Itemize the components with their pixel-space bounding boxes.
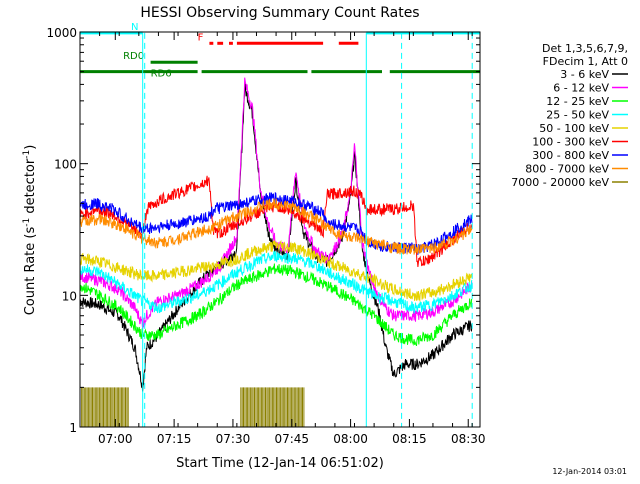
legend-label-100-300-kev: 100 - 300 keV: [532, 136, 609, 149]
y-axis-label-sup2: -1: [22, 150, 32, 159]
y-axis-label-part2: detector: [23, 158, 38, 218]
series-line-800-7000-kev: [79, 198, 473, 255]
state-bar-label-rd6: RD6: [151, 69, 172, 80]
legend-label-7000-20000-kev: 7000 - 20000 keV: [511, 176, 609, 189]
y-tick-label: 1000: [46, 26, 77, 40]
state-bar-n: N: [80, 22, 480, 35]
y-axis-label: Count Rate (s-1 detector-1): [22, 145, 38, 316]
y-axis-label-part1: Count Rate (s: [23, 227, 38, 316]
x-axis: 07:00 07:15 07:30 07:45 08:00 08:15 08:30: [79, 32, 486, 446]
plot-frame: [79, 31, 481, 428]
plot-area: N F RD0 RD6: [79, 22, 480, 427]
legend-header: Det 1,3,5,6,7,9,: [542, 42, 628, 55]
x-tick-label: 08:30: [451, 432, 486, 446]
series-line-7000-20000-kev: [81, 387, 305, 427]
x-tick-label: 08:15: [392, 432, 427, 446]
state-bar-rd0: RD0: [123, 51, 198, 64]
y-tick-label: 10: [62, 289, 77, 303]
legend-label-800-7000-kev: 800 - 7000 keV: [525, 163, 609, 176]
legend-label-300-800-kev: 300 - 800 keV: [532, 149, 609, 162]
series-line-12-25-kev: [79, 263, 473, 347]
legend: Det 1,3,5,6,7,9,FDecim 1, Att 03 - 6 keV…: [511, 42, 628, 189]
state-bar-label-f: F: [198, 32, 204, 43]
timestamp-label: 12-Jan-2014 03:01: [552, 467, 627, 476]
x-tick-label: 07:15: [157, 432, 192, 446]
series-line-25-50-kev: [79, 250, 473, 314]
x-tick-label: 07:45: [274, 432, 309, 446]
x-tick-label: 07:00: [98, 432, 133, 446]
series-line-50-100-kev: [79, 239, 473, 303]
legend-label-3-6-kev: 3 - 6 keV: [560, 68, 609, 81]
legend-label-25-50-kev: 25 - 50 keV: [546, 109, 609, 122]
state-bar-f: F: [198, 32, 359, 45]
legend-header: FDecim 1, Att 0: [543, 55, 628, 68]
y-tick-label: 100: [54, 158, 77, 172]
state-bar-rd6: RD6: [80, 69, 480, 80]
x-axis-label: Start Time (12-Jan-14 06:51:02): [176, 456, 384, 471]
legend-label-50-100-kev: 50 - 100 keV: [539, 122, 609, 135]
legend-label-12-25-kev: 12 - 25 keV: [546, 95, 609, 108]
y-axis-label-part3: ): [23, 145, 38, 150]
series-line-3-6-kev: [79, 83, 473, 392]
x-tick-label: 07:30: [216, 432, 251, 446]
y-axis-label-sup1: -1: [22, 218, 32, 227]
chart-title: HESSI Observing Summary Count Rates: [140, 5, 419, 21]
legend-label-6-12-kev: 6 - 12 keV: [553, 82, 609, 95]
state-bar-label-rd0: RD0: [123, 51, 144, 62]
y-axis: 1 10 100 1000: [46, 26, 480, 435]
x-tick-label: 08:00: [333, 432, 368, 446]
state-bar-label-n: N: [131, 22, 138, 33]
y-tick-label: 1: [69, 421, 77, 435]
